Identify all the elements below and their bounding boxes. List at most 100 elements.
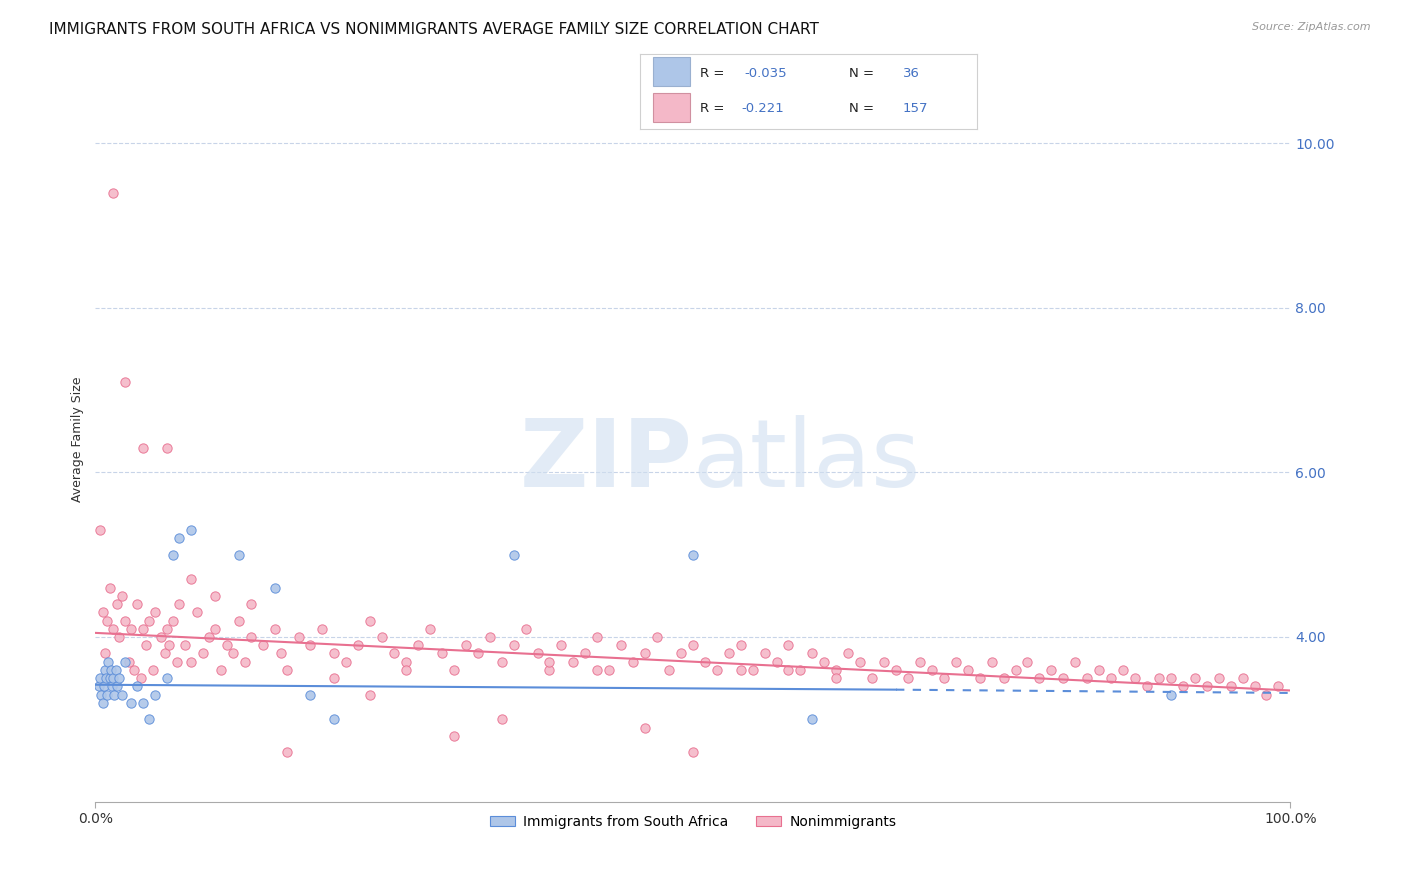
Text: ZIP: ZIP	[520, 416, 693, 508]
Point	[658, 663, 681, 677]
Point	[419, 622, 441, 636]
Text: Source: ZipAtlas.com: Source: ZipAtlas.com	[1253, 22, 1371, 32]
Point	[323, 712, 346, 726]
Point	[114, 375, 136, 389]
Point	[180, 573, 202, 587]
Point	[1160, 688, 1182, 702]
Point	[132, 696, 155, 710]
Point	[491, 712, 513, 726]
Point	[574, 647, 596, 661]
Text: N =: N =	[849, 102, 875, 114]
Point	[174, 638, 197, 652]
Point	[1267, 679, 1289, 693]
Point	[98, 581, 121, 595]
Point	[610, 638, 633, 652]
Point	[159, 638, 181, 652]
Text: R =: R =	[700, 102, 730, 114]
Point	[228, 548, 250, 562]
Point	[103, 688, 125, 702]
Point	[682, 548, 704, 562]
Point	[143, 605, 166, 619]
Point	[562, 655, 585, 669]
Point	[101, 679, 124, 693]
Point	[276, 745, 298, 759]
Point	[730, 638, 752, 652]
Point	[108, 671, 131, 685]
Point	[108, 630, 131, 644]
Point	[167, 597, 190, 611]
Point	[96, 688, 118, 702]
Point	[132, 441, 155, 455]
Point	[94, 663, 117, 677]
Point	[538, 663, 561, 677]
Point	[693, 655, 716, 669]
Point	[100, 663, 122, 677]
Point	[765, 655, 787, 669]
Point	[111, 688, 134, 702]
Point	[825, 671, 848, 685]
Point	[215, 638, 238, 652]
Point	[186, 605, 208, 619]
Point	[150, 630, 173, 644]
Point	[276, 663, 298, 677]
Point	[122, 663, 145, 677]
Point	[717, 647, 740, 661]
Point	[239, 630, 262, 644]
Point	[1136, 679, 1159, 693]
Point	[1099, 671, 1122, 685]
Point	[1064, 655, 1087, 669]
Point	[778, 638, 800, 652]
Point	[1160, 671, 1182, 685]
Point	[634, 647, 657, 661]
Point	[252, 638, 274, 652]
Point	[299, 638, 322, 652]
Point	[143, 688, 166, 702]
Point	[634, 721, 657, 735]
Point	[813, 655, 835, 669]
Point	[849, 655, 872, 669]
Bar	[654, 93, 690, 122]
Point	[198, 630, 221, 644]
Point	[89, 671, 111, 685]
Text: atlas: atlas	[693, 416, 921, 508]
Point	[921, 663, 943, 677]
Point	[837, 647, 859, 661]
Point	[96, 614, 118, 628]
Point	[1147, 671, 1170, 685]
Point	[127, 597, 149, 611]
Point	[270, 647, 292, 661]
Point	[191, 647, 214, 661]
Point	[105, 679, 128, 693]
Point	[789, 663, 811, 677]
Point	[209, 663, 232, 677]
Point	[430, 647, 453, 661]
Point	[969, 671, 991, 685]
Point	[132, 622, 155, 636]
Point	[754, 647, 776, 661]
Text: N =: N =	[849, 67, 875, 79]
Point	[167, 531, 190, 545]
Point	[166, 655, 188, 669]
Point	[263, 622, 285, 636]
Point	[467, 647, 489, 661]
Point	[1040, 663, 1063, 677]
Point	[586, 663, 609, 677]
Point	[778, 663, 800, 677]
Point	[1195, 679, 1218, 693]
Point	[706, 663, 728, 677]
Point	[1123, 671, 1146, 685]
Point	[454, 638, 477, 652]
Point	[180, 523, 202, 537]
Point	[204, 622, 226, 636]
Point	[682, 638, 704, 652]
Text: IMMIGRANTS FROM SOUTH AFRICA VS NONIMMIGRANTS AVERAGE FAMILY SIZE CORRELATION CH: IMMIGRANTS FROM SOUTH AFRICA VS NONIMMIG…	[49, 22, 820, 37]
Point	[323, 671, 346, 685]
Point	[741, 663, 763, 677]
Text: R =: R =	[700, 67, 730, 79]
Point	[1028, 671, 1050, 685]
Point	[204, 589, 226, 603]
Point	[1232, 671, 1254, 685]
Point	[1088, 663, 1111, 677]
Point	[1076, 671, 1098, 685]
Point	[1171, 679, 1194, 693]
